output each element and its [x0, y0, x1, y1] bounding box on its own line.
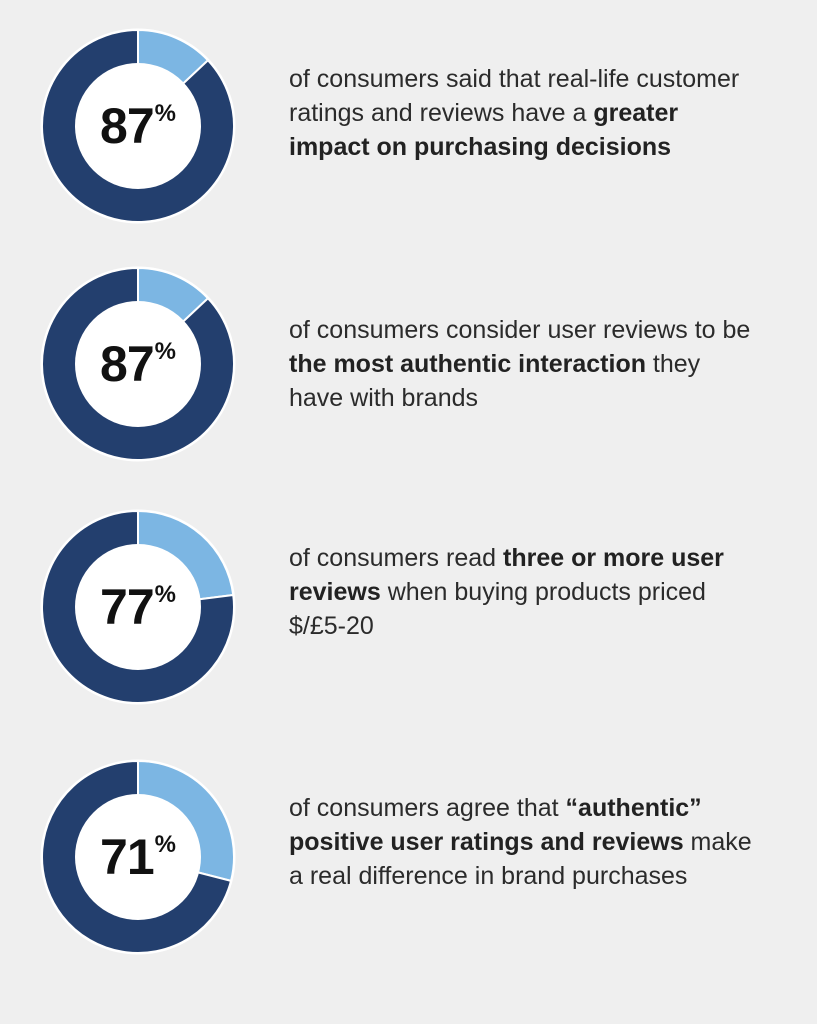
stat-description: of consumers agree that “authentic” posi…	[289, 791, 759, 893]
description-text: of consumers consider user reviews to be	[289, 316, 751, 344]
description-text: make a real difference in brand purchase…	[289, 828, 752, 890]
donut-hole	[75, 794, 201, 920]
donut-chart: 87%	[40, 28, 236, 224]
description-text: of consumers said that real-life custome…	[289, 65, 740, 127]
donut-hole	[75, 544, 201, 670]
donut-slice-value	[41, 266, 235, 461]
donut-hole	[75, 63, 201, 189]
description-text: of consumers agree that	[289, 794, 566, 822]
donut-svg	[40, 28, 236, 224]
description-emphasis: greater impact on purchasing decisions	[289, 99, 679, 161]
description-emphasis: three or more user reviews	[289, 544, 724, 606]
donut-slice-value	[41, 28, 235, 223]
description-text: they have with brands	[289, 350, 701, 412]
donut-svg	[40, 759, 236, 955]
description-text: when buying products priced	[380, 578, 706, 606]
donut-svg	[40, 509, 236, 705]
stat-description: of consumers said that real-life custome…	[289, 62, 759, 164]
description-emphasis: the most authentic interaction	[289, 350, 646, 378]
donut-chart: 77%	[40, 509, 236, 705]
description-text: $/£5-20	[289, 612, 374, 640]
stat-description: of consumers read three or more user rev…	[289, 541, 759, 643]
donut-chart: 87%	[40, 266, 236, 462]
donut-svg	[40, 266, 236, 462]
description-text: of consumers read	[289, 544, 503, 572]
description-emphasis: “authentic” positive user ratings and re…	[289, 794, 702, 856]
stat-description: of consumers consider user reviews to be…	[289, 313, 759, 415]
donut-chart: 71%	[40, 759, 236, 955]
donut-hole	[75, 301, 201, 427]
